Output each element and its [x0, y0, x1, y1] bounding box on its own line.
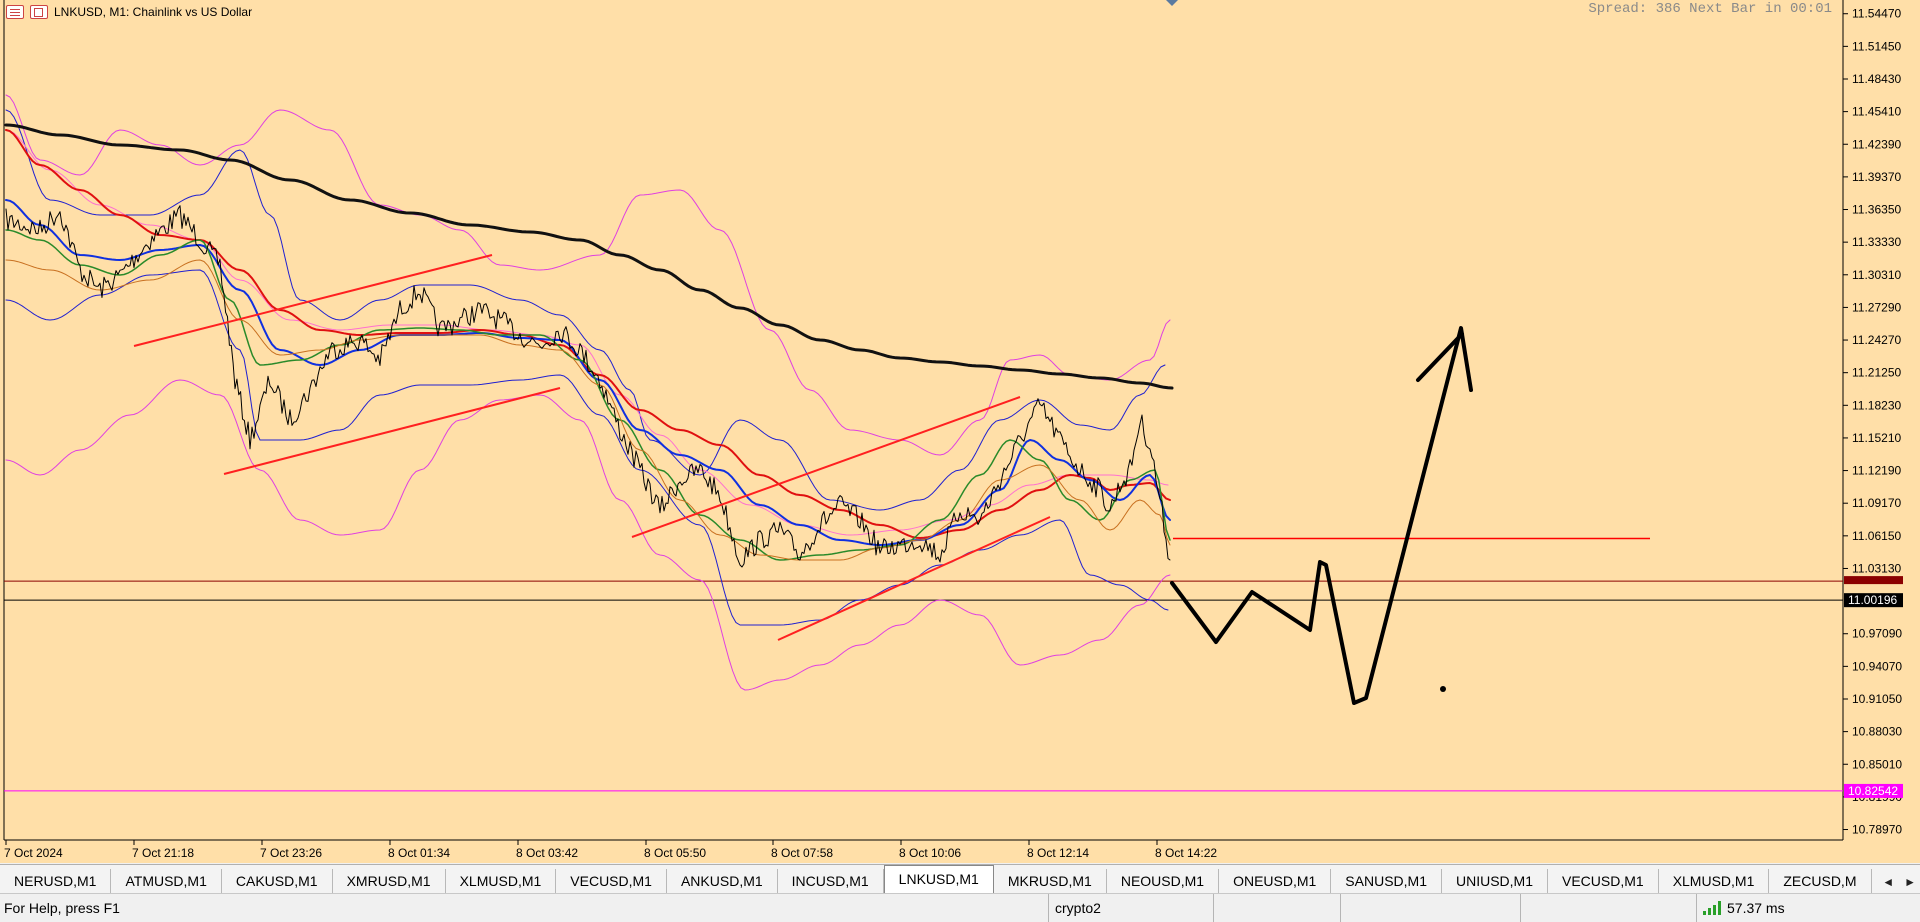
tab-cakusd-m1[interactable]: CAKUSD,M1	[222, 869, 333, 893]
spread-info: Spread: 386 Next Bar in 00:01	[1588, 1, 1832, 17]
tab-xlmusd-m1[interactable]: XLMUSD,M1	[446, 869, 557, 893]
y-tick-label: 11.12190	[1852, 464, 1901, 478]
ma-blue-line	[5, 199, 1171, 546]
bollinger-inner-lower	[5, 269, 1169, 626]
ma-orange-line	[5, 259, 1171, 561]
x-tick-label: 7 Oct 23:26	[260, 846, 322, 860]
status-help: For Help, press F1	[0, 894, 1048, 922]
trendline-upper-1	[133, 254, 493, 347]
forecast-arrowhead	[1416, 332, 1464, 382]
y-tick-label: 11.30310	[1852, 268, 1901, 282]
status-cell-empty-3	[1520, 894, 1696, 922]
y-tick-label: 11.45410	[1852, 105, 1901, 119]
price-line	[5, 205, 1171, 568]
price-chart[interactable]: 11.54470 11.51450 11.48430 11.45410 11.42390…	[0, 0, 1920, 863]
y-tick-label: 11.27290	[1852, 300, 1901, 314]
x-tick-label: 7 Oct 21:18	[132, 846, 194, 860]
y-tick-label: 11.21250	[1852, 366, 1901, 380]
y-tick-label: 11.18230	[1852, 398, 1901, 412]
status-cell-empty-1	[1213, 894, 1340, 922]
y-tick-label: 11.51450	[1852, 39, 1901, 53]
chart-window-icon[interactable]	[30, 5, 48, 19]
y-tick-label: 10.85010	[1852, 757, 1902, 771]
tab-oneusd-m1[interactable]: ONEUSD,M1	[1219, 869, 1332, 893]
x-tick-label: 8 Oct 01:34	[388, 846, 450, 860]
x-tick-label: 8 Oct 03:42	[516, 846, 578, 860]
bollinger-outer-lower	[5, 379, 1171, 691]
x-tick-label: 8 Oct 05:50	[644, 846, 706, 860]
tab-xmrusd-m1[interactable]: XMRUSD,M1	[333, 869, 446, 893]
trendline-lower-1	[223, 387, 561, 475]
tab-lnkusd-m1[interactable]: LNKUSD,M1	[883, 865, 994, 893]
ma-pink	[5, 129, 1169, 536]
y-tick-label: 11.42390	[1852, 137, 1901, 151]
tab-nerusd-m1[interactable]: NERUSD,M1	[0, 869, 112, 893]
tab-scroll-right-icon[interactable]: ►	[1904, 875, 1916, 889]
trendline-upper-2	[631, 396, 1021, 538]
x-tick-label: 8 Oct 12:14	[1027, 846, 1089, 860]
tab-scroll-left-icon[interactable]: ◄	[1882, 875, 1895, 889]
period-separator-marker	[1166, 0, 1178, 6]
y-tick-label: 11.39370	[1852, 170, 1901, 184]
tab-sanusd-m1[interactable]: SANUSD,M1	[1331, 869, 1442, 893]
tab-neousd-m1[interactable]: NEOUSD,M1	[1107, 869, 1220, 893]
alert-price-box	[1844, 783, 1903, 798]
tab-incusd-m1[interactable]: INCUSD,M1	[778, 869, 884, 893]
forecast-dot	[1440, 686, 1446, 692]
y-tick-label: 10.94070	[1852, 659, 1902, 673]
symbol-tab-bar: NERUSD,M1 ATMUSD,M1 CAKUSD,M1 XMRUSD,M1 XLMU…	[0, 864, 1920, 894]
tab-vecusd-m1[interactable]: VECUSD,M1	[1548, 869, 1659, 893]
tab-xlmusd-m1[interactable]: XLMUSD,M1	[1659, 869, 1770, 893]
y-tick-label: 10.88030	[1852, 725, 1902, 739]
ma-green-line	[5, 229, 1171, 561]
x-tick-label: 8 Oct 14:22	[1155, 846, 1217, 860]
alert-price-label: 10.82542	[1848, 784, 1898, 798]
forecast-zigzag	[1170, 326, 1473, 705]
y-tick-label: 11.03130	[1852, 561, 1901, 575]
tab-scroll-controls: ◄ ►	[1882, 875, 1916, 889]
tab-mkrusd-m1[interactable]: MKRUSD,M1	[994, 869, 1107, 893]
y-tick-label: 11.48430	[1852, 72, 1901, 86]
chart-title: LNKUSD, M1: Chainlink vs US Dollar	[54, 5, 253, 19]
status-connection[interactable]: 57.37 ms	[1696, 894, 1920, 922]
current-price-box	[1844, 593, 1903, 608]
bollinger-inner-upper	[5, 109, 1166, 511]
signal-bars-icon	[1703, 901, 1721, 915]
y-tick-label: 11.09170	[1852, 496, 1901, 510]
tab-vecusd-m1[interactable]: VECUSD,M1	[556, 869, 667, 893]
help-text: For Help, press F1	[4, 900, 120, 916]
ping-text: 57.37 ms	[1727, 900, 1785, 916]
y-tick-label: 11.36350	[1852, 203, 1901, 217]
x-tick-label: 7 Oct 2024	[4, 846, 63, 860]
list-icon[interactable]	[6, 5, 24, 19]
y-tick-label: 11.33330	[1852, 235, 1901, 249]
trendline-lower-2	[777, 516, 1051, 641]
tab-zecusd-m[interactable]: ZECUSD,M	[1769, 869, 1872, 893]
y-tick-label: 10.97090	[1852, 627, 1902, 641]
tab-uniusd-m1[interactable]: UNIUSD,M1	[1442, 869, 1548, 893]
x-tick-label: 8 Oct 07:58	[771, 846, 833, 860]
y-tick-label: 11.24270	[1852, 333, 1901, 347]
status-cell-empty-2	[1340, 894, 1520, 922]
tab-ankusd-m1[interactable]: ANKUSD,M1	[667, 869, 778, 893]
chart-area[interactable]: 11.54470 11.51450 11.48430 11.45410 11.42390…	[0, 0, 1920, 863]
ma200-line	[4, 123, 1174, 390]
bid-price-box	[1844, 576, 1903, 585]
y-tick-label: 11.15210	[1852, 431, 1901, 445]
status-bar: For Help, press F1 crypto2 57.37 ms	[0, 894, 1920, 922]
x-tick-label: 8 Oct 10:06	[899, 846, 961, 860]
bollinger-outer-upper	[5, 94, 1171, 456]
y-tick-label: 10.91050	[1852, 692, 1902, 706]
y-tick-label: 11.06150	[1852, 529, 1901, 543]
profile-name: crypto2	[1055, 900, 1101, 916]
status-profile[interactable]: crypto2	[1048, 894, 1213, 922]
chart-title-bar: LNKUSD, M1: Chainlink vs US Dollar	[6, 3, 252, 21]
current-price-label: 11.00196	[1848, 593, 1897, 607]
y-tick-label: 10.78970	[1852, 823, 1902, 837]
tab-atmusd-m1[interactable]: ATMUSD,M1	[111, 869, 222, 893]
y-tick-label: 11.54470	[1852, 7, 1901, 21]
